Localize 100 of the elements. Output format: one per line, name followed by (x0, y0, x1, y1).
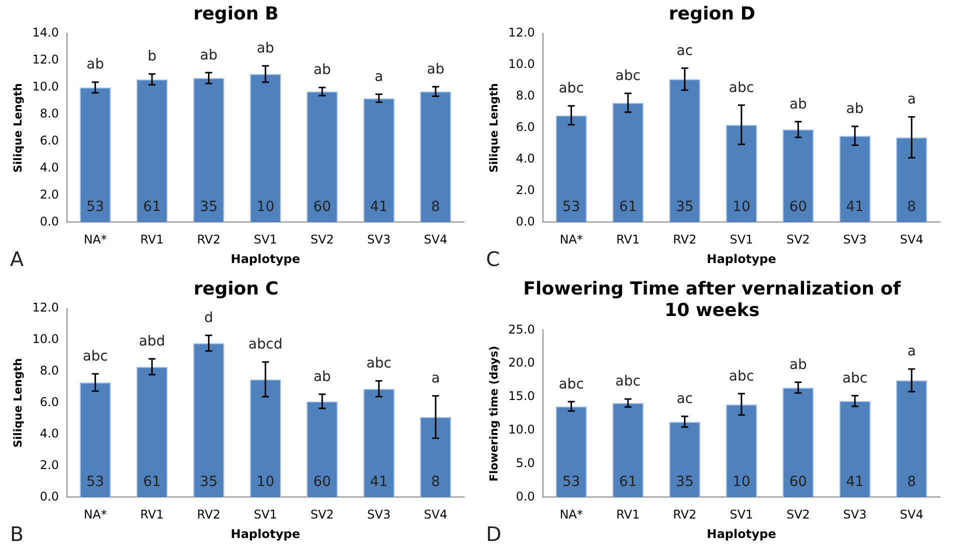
y-tick-label: 20.0 (508, 356, 535, 370)
x-tick-label: SV4 (424, 508, 448, 522)
annotation: b (148, 48, 157, 65)
y-tick-label: 2.0 (516, 182, 535, 197)
annotation: ab (256, 40, 274, 57)
annotation: abc (366, 356, 392, 372)
y-tick-label: 8.0 (40, 364, 59, 378)
annotation: 8 (907, 474, 916, 490)
y-tick-label: 10.0 (508, 57, 535, 72)
annotation: abc (615, 374, 641, 390)
x-axis-title: Haplotype (706, 526, 776, 541)
x-tick-label: RV2 (196, 508, 220, 522)
x-tick-label: SV4 (424, 232, 448, 247)
x-tick-label: SV3 (367, 232, 391, 247)
x-axis-title: Haplotype (706, 252, 776, 266)
y-tick-label: 5.0 (516, 456, 535, 470)
annotation: abc (728, 368, 754, 384)
y-tick-label: 0.0 (516, 214, 535, 228)
y-tick-label: 6.0 (516, 120, 535, 134)
chart-title: region D (668, 3, 756, 24)
text: B (10, 522, 24, 546)
annotation: 60 (789, 474, 808, 490)
annotation: 41 (846, 198, 864, 215)
annotation: 53 (562, 198, 580, 215)
annotation: ab (426, 61, 444, 78)
x-tick-label: SV2 (786, 508, 810, 522)
annotation: 10 (732, 474, 750, 490)
chart-title: region C (194, 278, 278, 300)
x-tick-label: SV2 (310, 508, 334, 522)
y-tick-label: 6.0 (40, 395, 59, 410)
annotation: ab (86, 56, 104, 73)
y-tick-label: 14.0 (32, 26, 59, 40)
x-tick-label: RV1 (616, 508, 640, 522)
annotation: abc (82, 348, 108, 364)
annotation: 41 (370, 474, 388, 490)
annotation: abc (842, 370, 868, 386)
annotation: a (431, 370, 440, 386)
x-axis-title: Haplotype (230, 526, 300, 541)
x-tick-label: SV2 (310, 232, 334, 247)
annotation: 10 (732, 198, 750, 215)
y-axis-title: Silique Length (487, 83, 500, 173)
y-tick-label: 12.0 (32, 300, 59, 315)
annotation: 35 (676, 198, 694, 215)
y-tick-label: 0.0 (40, 214, 59, 228)
annotation: d (204, 310, 214, 326)
x-tick-label: SV2 (786, 232, 810, 247)
y-tick-label: 0.0 (40, 489, 59, 504)
chart-title: Flowering Time after vernalization of 10 weeks (523, 278, 901, 322)
y-tick-label: 2.0 (40, 458, 59, 472)
x-tick-label: SV4 (900, 232, 924, 247)
x-tick-label: RV1 (616, 232, 640, 247)
annotation: 10 (256, 474, 274, 490)
x-tick-label: RV2 (672, 232, 696, 247)
y-tick-label: 8.0 (516, 88, 535, 103)
annotation: abcd (248, 336, 282, 353)
text: C (486, 247, 500, 272)
x-tick-label: RV2 (672, 508, 696, 522)
annotation: 8 (907, 198, 916, 215)
annotation: 60 (313, 474, 332, 490)
annotation: 53 (562, 474, 580, 490)
y-tick-label: 10.0 (508, 422, 535, 437)
annotation: a (907, 344, 916, 360)
y-tick-label: 0.0 (516, 489, 535, 504)
x-tick-label: SV4 (900, 508, 924, 522)
annotation: abc (728, 80, 754, 96)
y-tick-label: 4.0 (40, 160, 59, 174)
text: A (10, 247, 24, 272)
annotation: 8 (431, 474, 440, 490)
y-axis-title: Silique Length (11, 83, 24, 173)
x-axis-title: Haplotype (230, 252, 300, 266)
x-tick-label: SV1 (254, 232, 278, 247)
y-axis-title: Flowering time (days) (487, 346, 500, 482)
y-tick-label: 4.0 (516, 151, 535, 166)
y-tick-label: 12.0 (508, 26, 535, 40)
annotation: ab (313, 62, 332, 78)
annotation: abc (558, 80, 584, 97)
y-tick-label: 12.0 (32, 52, 59, 67)
annotation: ac (676, 391, 693, 408)
y-tick-label: 2.0 (40, 187, 59, 202)
y-tick-label: 8.0 (40, 106, 59, 121)
annotation: ac (676, 42, 693, 59)
annotation: abd (138, 334, 166, 350)
annotation: 61 (619, 474, 637, 490)
annotation: 41 (370, 198, 388, 215)
x-tick-label: RV1 (140, 232, 164, 247)
annotation: 61 (143, 474, 161, 490)
annotation: ab (789, 356, 808, 373)
y-tick-label: 15.0 (508, 389, 535, 404)
x-tick-label: SV1 (730, 508, 754, 522)
annotation: 60 (313, 198, 332, 215)
text: D (486, 522, 502, 546)
y-tick-label: 6.0 (40, 133, 59, 148)
annotation: 61 (619, 198, 637, 215)
y-tick-label: 10.0 (32, 332, 59, 346)
annotation: ab (313, 368, 332, 385)
annotation: ab (846, 100, 864, 117)
x-tick-label: NA* (84, 508, 107, 522)
x-tick-label: RV1 (140, 508, 164, 522)
annotation: 35 (200, 474, 218, 490)
annotation: ab (200, 47, 218, 64)
